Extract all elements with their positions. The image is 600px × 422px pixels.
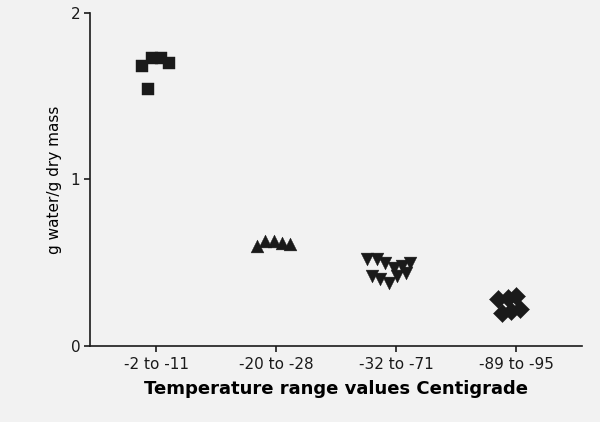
Point (406, 259, 415, 266)
Point (392, 273, 402, 279)
Point (372, 256, 382, 263)
Point (164, 59, 174, 66)
Point (506, 308, 516, 314)
Point (376, 276, 385, 283)
X-axis label: Temperature range values Centigrade: Temperature range values Centigrade (144, 381, 528, 398)
Y-axis label: g water/g dry mass: g water/g dry mass (47, 105, 62, 254)
Point (156, 54, 166, 61)
Point (260, 238, 270, 244)
Point (384, 279, 394, 286)
Point (137, 62, 146, 69)
Point (269, 238, 278, 244)
Point (389, 264, 398, 271)
Point (401, 269, 410, 276)
Point (286, 241, 295, 248)
Point (143, 86, 152, 93)
Point (511, 293, 521, 300)
Point (148, 54, 157, 61)
Point (362, 256, 372, 263)
Point (277, 239, 287, 246)
Point (497, 309, 506, 316)
Point (380, 259, 390, 266)
Point (397, 262, 407, 269)
Point (503, 294, 512, 301)
Point (367, 273, 377, 279)
Point (252, 243, 262, 249)
Point (493, 296, 503, 303)
Point (515, 306, 524, 313)
